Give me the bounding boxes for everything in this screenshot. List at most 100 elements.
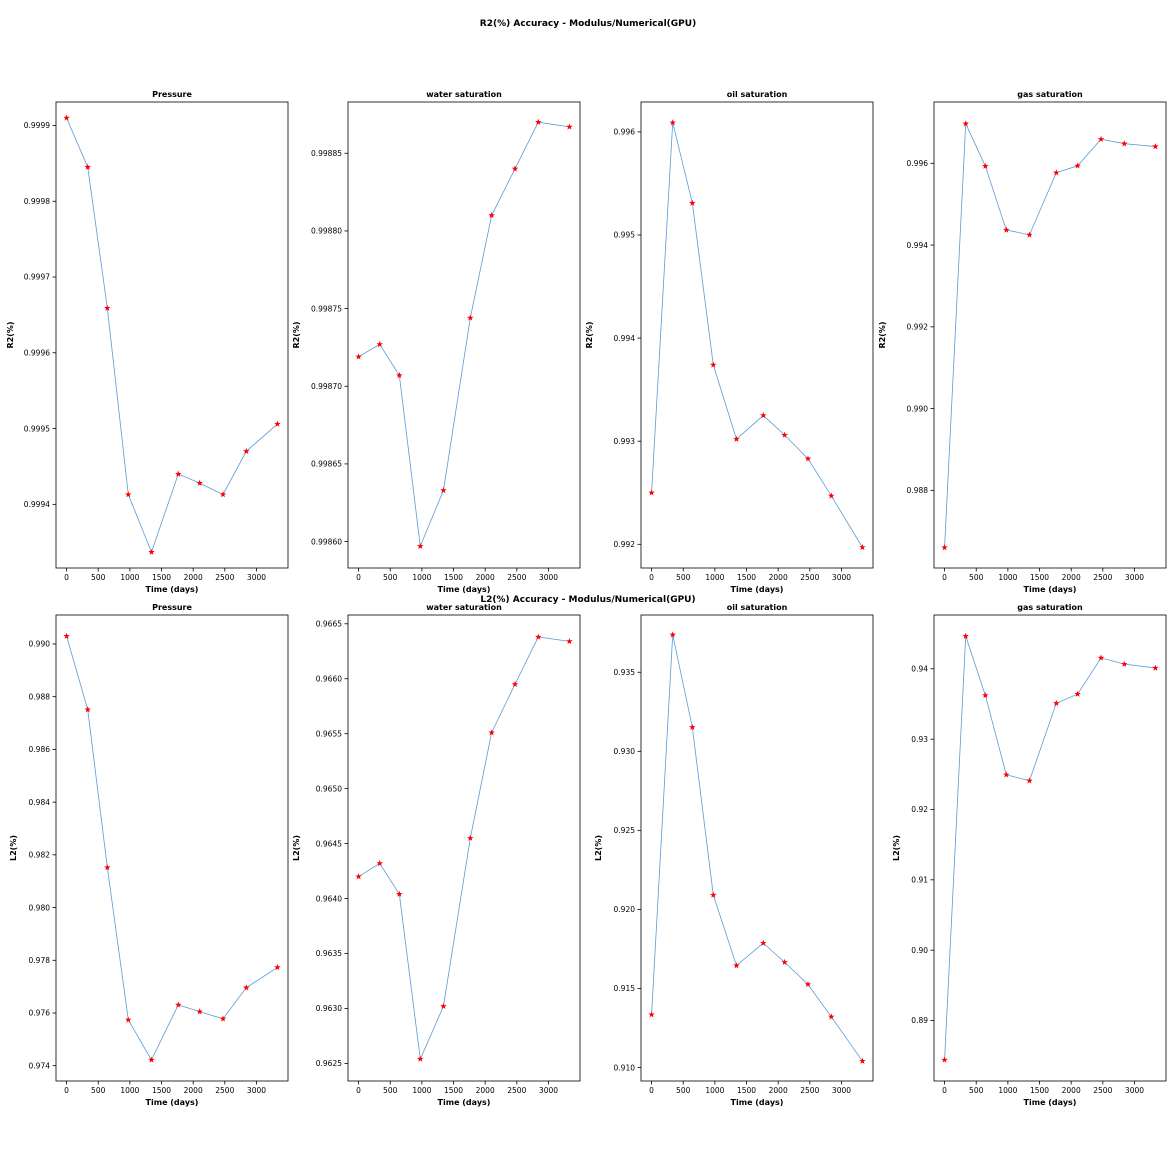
data-point-star <box>859 1057 866 1064</box>
y-tick-label: 0.94 <box>911 665 928 674</box>
data-point-star <box>125 1016 132 1023</box>
data-point-star <box>104 304 111 311</box>
data-point-star <box>511 165 519 172</box>
data-point-star <box>781 958 788 965</box>
y-tick-label: 0.9625 <box>316 1059 342 1068</box>
x-tick-label: 0 <box>942 1086 947 1095</box>
data-point-star <box>417 1055 424 1062</box>
x-tick-label: 1500 <box>444 573 463 582</box>
y-tick-label: 0.9655 <box>316 729 342 738</box>
x-tick-label: 0 <box>356 1086 361 1095</box>
x-tick-label: 2500 <box>507 1086 526 1095</box>
x-tick-label: 500 <box>383 573 398 582</box>
x-axis-label: Time (days) <box>1024 1098 1077 1107</box>
x-tick-label: 500 <box>676 1086 691 1095</box>
series-line <box>944 635 1156 1060</box>
plot-frame <box>933 614 1167 1082</box>
data-point-star <box>710 891 717 898</box>
data-point-star <box>566 637 573 645</box>
y-tick-label: 0.910 <box>614 1063 636 1072</box>
y-tick-label: 0.9645 <box>316 839 342 848</box>
series-line <box>944 123 1156 548</box>
data-point-star <box>219 491 227 498</box>
x-tick-label: 1500 <box>152 1086 171 1095</box>
data-point-star <box>828 492 835 499</box>
y-tick-label: 0.9630 <box>316 1004 342 1013</box>
data-point-star <box>243 984 250 991</box>
data-point-star <box>804 455 812 462</box>
data-point-star <box>1121 140 1128 147</box>
y-tick-label: 0.9650 <box>316 784 342 793</box>
y-axis-label: R2(%) <box>585 321 594 348</box>
x-tick-label: 0 <box>64 1086 69 1095</box>
data-point-star <box>1097 135 1105 142</box>
data-point-star <box>1003 226 1010 233</box>
data-point-star <box>1053 169 1060 176</box>
data-point-star <box>355 353 362 360</box>
plot-frame <box>640 614 874 1082</box>
data-point-star <box>804 980 812 988</box>
data-point-star <box>148 548 155 555</box>
x-axis-label: Time (days) <box>731 585 784 594</box>
y-tick-label: 0.982 <box>29 851 51 860</box>
subplot-title: oil saturation <box>727 90 788 99</box>
x-tick-label: 2000 <box>476 573 495 582</box>
data-point-star <box>467 834 474 841</box>
subplot-title: Pressure <box>152 603 192 612</box>
x-tick-label: 0 <box>356 573 361 582</box>
y-axis-label: L2(%) <box>594 835 603 861</box>
data-point-star <box>396 371 403 379</box>
x-tick-label: 1000 <box>705 573 724 582</box>
series-line <box>358 636 570 1061</box>
data-point-star <box>84 706 91 713</box>
y-tick-label: 0.93 <box>911 735 928 744</box>
series-line <box>651 122 863 548</box>
y-tick-label: 0.9660 <box>316 674 342 683</box>
y-axis-label: L2(%) <box>292 835 301 861</box>
y-tick-label: 0.9665 <box>316 619 342 628</box>
data-point-star <box>566 123 573 130</box>
y-tick-label: 0.92 <box>911 805 928 814</box>
data-point-star <box>355 873 362 880</box>
series-line <box>66 117 278 554</box>
y-tick-label: 0.99865 <box>311 460 342 469</box>
data-point-star <box>274 420 281 427</box>
subplot-r2-pressure: Pressure 0 500 1000 1500 2000 2500 3000 0.9994 0.… <box>6 90 289 594</box>
x-tick-label: 2500 <box>215 573 234 582</box>
data-point-star <box>941 1056 948 1063</box>
x-tick-label: 3000 <box>539 1086 558 1095</box>
y-tick-label: 0.988 <box>907 486 929 495</box>
data-point-star <box>1097 654 1105 661</box>
x-tick-label: 500 <box>969 1086 984 1095</box>
data-point-star <box>535 118 542 125</box>
data-point-star <box>63 632 70 639</box>
y-tick-label: 0.935 <box>614 668 636 677</box>
data-point-star <box>760 939 767 946</box>
subplot-l2-gas-saturation: gas saturation 0 500 1000 1500 2000 2500 3000 0.… <box>892 603 1167 1107</box>
data-point-star <box>941 544 948 551</box>
x-tick-label: 3000 <box>247 573 266 582</box>
data-point-star <box>1121 660 1128 667</box>
series-line <box>651 634 863 1062</box>
subplot-r2-oil-saturation: oil saturation 0 500 1000 1500 2000 2500 3000 0.… <box>585 90 874 594</box>
x-tick-label: 1000 <box>998 1086 1017 1095</box>
subplot-title: water saturation <box>426 603 502 612</box>
data-point-star <box>1003 771 1010 778</box>
data-point-star <box>63 114 70 121</box>
data-point-star <box>982 691 989 699</box>
subplot-title: Pressure <box>152 90 192 99</box>
data-point-star <box>376 340 383 348</box>
y-tick-label: 0.99885 <box>311 149 342 158</box>
y-tick-label: 0.9635 <box>316 949 342 958</box>
subplot-title: gas saturation <box>1017 603 1083 612</box>
x-tick-label: 2500 <box>215 1086 234 1095</box>
subplot-title: oil saturation <box>727 603 788 612</box>
y-axis-label: L2(%) <box>892 835 901 861</box>
data-point-star <box>733 435 740 442</box>
y-axis-label: R2(%) <box>292 321 301 348</box>
y-tick-label: 0.930 <box>614 747 636 756</box>
x-axis-label: Time (days) <box>438 1098 491 1107</box>
y-tick-label: 0.984 <box>29 798 51 807</box>
x-tick-label: 2000 <box>1062 573 1081 582</box>
x-tick-label: 0 <box>64 573 69 582</box>
